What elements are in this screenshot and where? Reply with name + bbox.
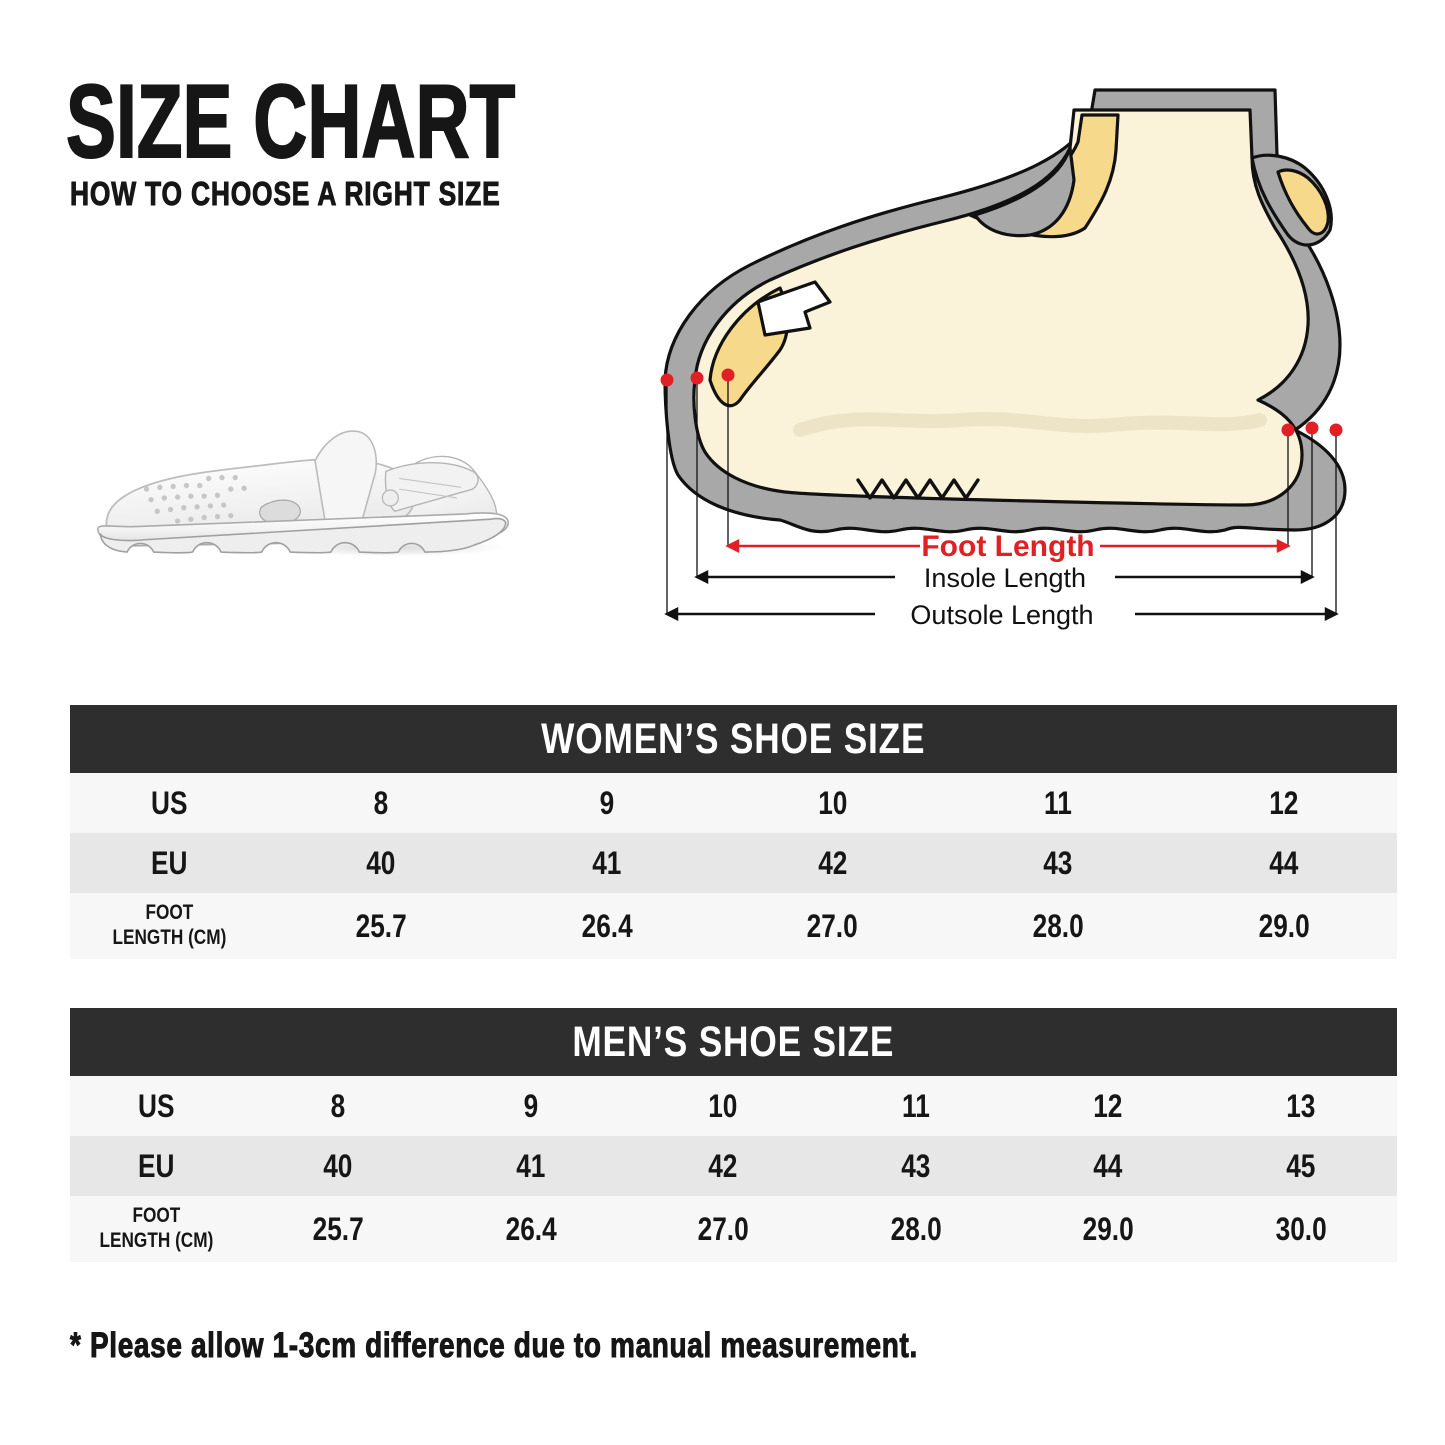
svg-text:Outsole Length: Outsole Length	[910, 600, 1093, 630]
svg-text:Foot Length: Foot Length	[921, 530, 1094, 563]
svg-text:Insole Length: Insole Length	[924, 563, 1086, 593]
